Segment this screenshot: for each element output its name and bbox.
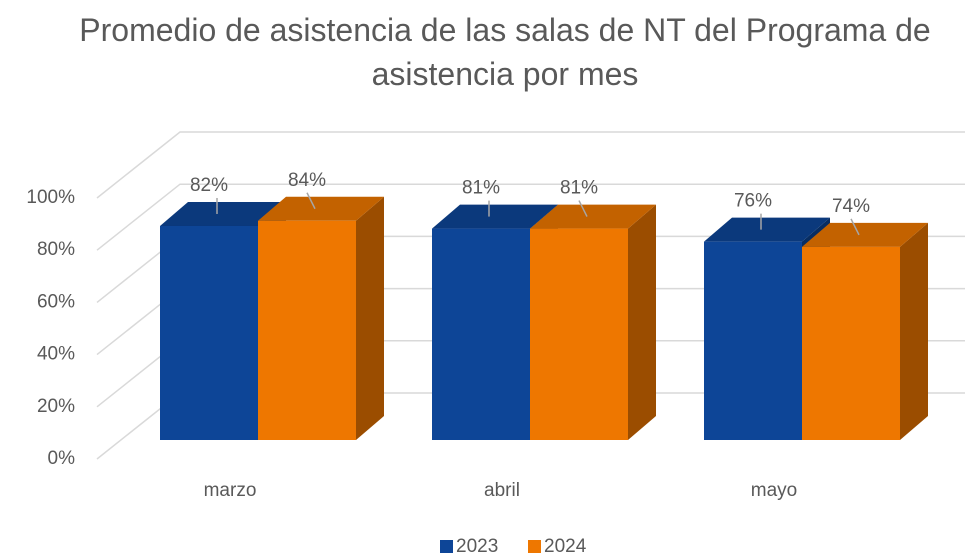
grid-line	[96, 131, 965, 199]
bar	[530, 228, 628, 440]
leader-line	[578, 200, 588, 217]
legend-swatch	[440, 540, 453, 553]
y-tick-label: 80%	[37, 239, 75, 260]
legend-swatch	[528, 540, 541, 553]
y-tick-label: 40%	[37, 344, 75, 365]
chart-title: Promedio de asistencia de las salas de N…	[79, 12, 931, 92]
leader-line	[306, 192, 316, 210]
x-tick-label: mayo	[751, 480, 797, 501]
data-label: 82%	[190, 175, 228, 196]
data-label: 81%	[560, 178, 598, 199]
bar-top	[802, 222, 928, 247]
bar-side	[900, 222, 928, 440]
bar	[160, 225, 258, 440]
bar-top	[258, 196, 384, 221]
bar-side	[628, 204, 656, 440]
data-label: 74%	[832, 196, 870, 217]
y-tick-label: 20%	[37, 396, 75, 417]
data-label: 76%	[734, 191, 772, 212]
data-label: 81%	[462, 178, 500, 199]
y-tick-label: 100%	[26, 187, 75, 208]
bar-top	[432, 204, 558, 229]
legend-label: 2024	[544, 536, 587, 556]
y-tick-label: 60%	[37, 291, 75, 312]
bar-top	[704, 217, 830, 242]
data-label: 84%	[288, 170, 326, 191]
legend-label: 2023	[456, 536, 498, 556]
x-tick-label: marzo	[204, 480, 257, 501]
bar	[704, 241, 802, 440]
leader-line	[850, 218, 860, 236]
bar-side	[356, 196, 384, 440]
bar	[802, 246, 900, 440]
bar	[258, 220, 356, 440]
bar-top	[530, 204, 656, 229]
bar	[432, 228, 530, 440]
bar-top	[160, 201, 286, 226]
y-tick-label: 0%	[48, 448, 76, 469]
grid-line	[96, 183, 965, 251]
x-tick-label: abril	[484, 480, 520, 501]
